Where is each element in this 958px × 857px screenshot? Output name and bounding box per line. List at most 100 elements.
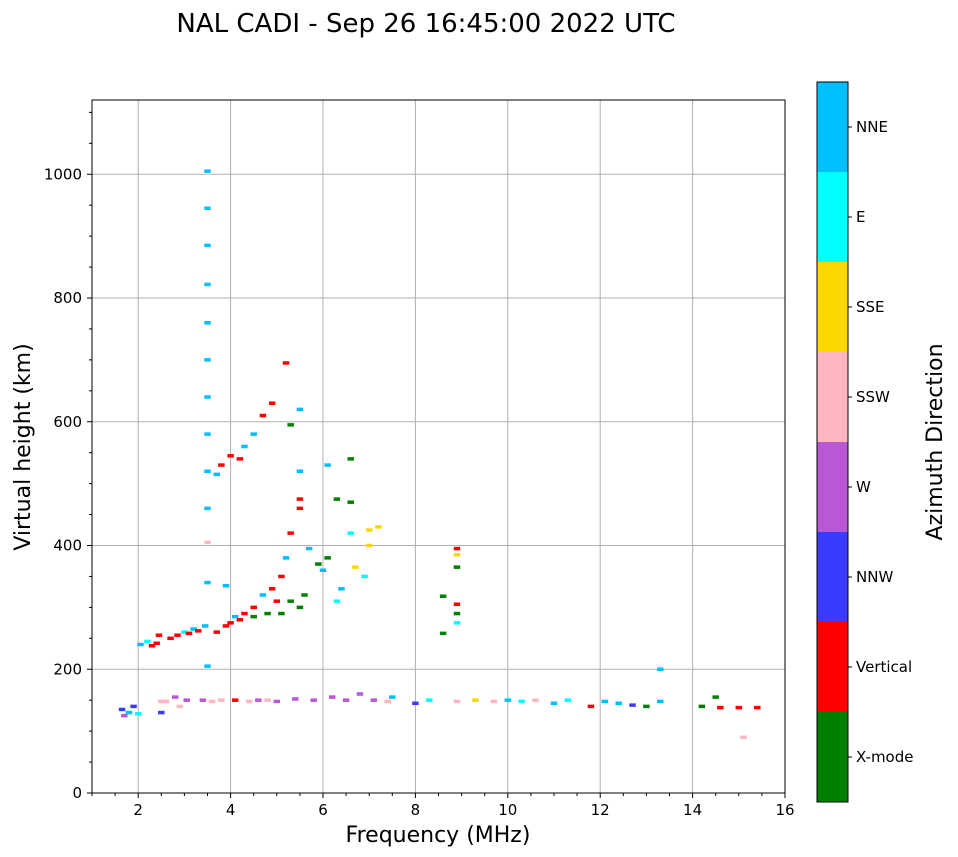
colorbar-label: NNE	[856, 118, 888, 136]
data-point	[310, 698, 317, 702]
data-point	[282, 361, 290, 365]
colorbar-label: E	[856, 208, 865, 226]
data-point	[282, 556, 290, 560]
data-point	[333, 497, 341, 501]
x-tick-label: 12	[591, 801, 610, 819]
data-point	[204, 395, 211, 399]
data-point	[550, 701, 558, 706]
data-point	[287, 531, 294, 535]
data-point	[504, 698, 512, 702]
data-point	[273, 699, 281, 704]
x-tick-label: 14	[683, 801, 702, 819]
y-tick-label: 600	[53, 413, 82, 431]
data-point	[324, 463, 331, 467]
data-point	[287, 423, 294, 427]
data-point	[176, 704, 184, 709]
data-point	[532, 698, 539, 702]
y-axis-label: Virtual height (km)	[11, 343, 36, 550]
x-tick-label: 6	[318, 801, 328, 819]
colorbar-segment	[817, 172, 848, 262]
data-point	[268, 587, 276, 591]
data-point	[264, 698, 271, 702]
data-point	[231, 614, 239, 619]
data-point	[213, 630, 220, 634]
data-point	[657, 699, 664, 704]
data-point	[236, 457, 244, 461]
y-tick-label: 200	[53, 660, 82, 678]
data-point	[712, 695, 719, 699]
data-point	[204, 469, 211, 473]
data-point	[118, 707, 126, 712]
colorbar-frame	[816, 81, 849, 803]
data-point	[329, 695, 336, 699]
data-point	[204, 321, 211, 325]
data-point	[204, 664, 211, 668]
data-point	[333, 599, 341, 603]
data-point	[278, 574, 285, 579]
data-point	[296, 407, 304, 412]
data-point	[241, 611, 248, 616]
data-point	[218, 698, 225, 702]
data-point	[389, 695, 396, 699]
data-point	[134, 712, 142, 716]
data-point	[717, 705, 724, 710]
data-point	[181, 630, 188, 634]
data-point	[472, 698, 479, 702]
data-point	[301, 593, 308, 597]
data-point	[174, 633, 181, 637]
data-point	[153, 641, 160, 646]
colorbar-label: Vertical	[856, 658, 912, 676]
colorbar-segment	[817, 262, 848, 352]
data-point	[375, 525, 382, 529]
data-point	[439, 594, 447, 598]
data-point	[342, 698, 350, 702]
y-tick-label: 0	[72, 784, 82, 802]
data-point	[453, 699, 461, 704]
data-point	[735, 705, 743, 710]
data-point	[158, 699, 165, 704]
data-point	[162, 699, 170, 704]
y-tick-label: 400	[53, 537, 82, 555]
x-tick-label: 8	[411, 801, 421, 819]
data-point	[453, 565, 461, 569]
data-point	[319, 568, 327, 572]
colorbar-title: Azimuth Direction	[923, 343, 948, 540]
colorbar-label: NNW	[856, 568, 893, 586]
data-point	[121, 713, 128, 718]
x-tick-label: 4	[226, 801, 236, 819]
data-point	[222, 624, 230, 628]
data-point	[305, 546, 313, 551]
data-point	[615, 701, 622, 706]
data-point	[453, 546, 461, 551]
y-tick-label: 1000	[44, 165, 82, 183]
data-point	[629, 703, 636, 707]
data-point	[227, 454, 234, 458]
data-point	[740, 735, 747, 740]
data-point	[204, 580, 211, 585]
data-point	[204, 540, 211, 545]
data-point	[190, 627, 197, 631]
data-point	[204, 282, 211, 287]
data-point	[365, 528, 373, 532]
y-tick-label: 800	[53, 289, 82, 307]
data-point	[185, 631, 193, 636]
data-point	[587, 704, 595, 709]
data-point	[453, 621, 461, 625]
data-point	[643, 704, 650, 709]
data-point	[259, 413, 267, 418]
colorbar-segment	[817, 532, 848, 622]
data-point	[137, 642, 144, 647]
data-point	[201, 624, 209, 628]
data-point	[315, 562, 322, 566]
grid-layer	[92, 100, 785, 794]
data-point	[245, 699, 253, 704]
data-point	[453, 553, 461, 557]
x-tick-label: 10	[498, 801, 517, 819]
data-point	[241, 444, 248, 449]
data-point	[125, 710, 133, 715]
data-point	[518, 699, 525, 704]
x-axis-label: Frequency (MHz)	[346, 823, 531, 848]
data-point	[384, 699, 391, 704]
data-point	[296, 605, 304, 610]
colorbar-segment	[817, 712, 848, 802]
